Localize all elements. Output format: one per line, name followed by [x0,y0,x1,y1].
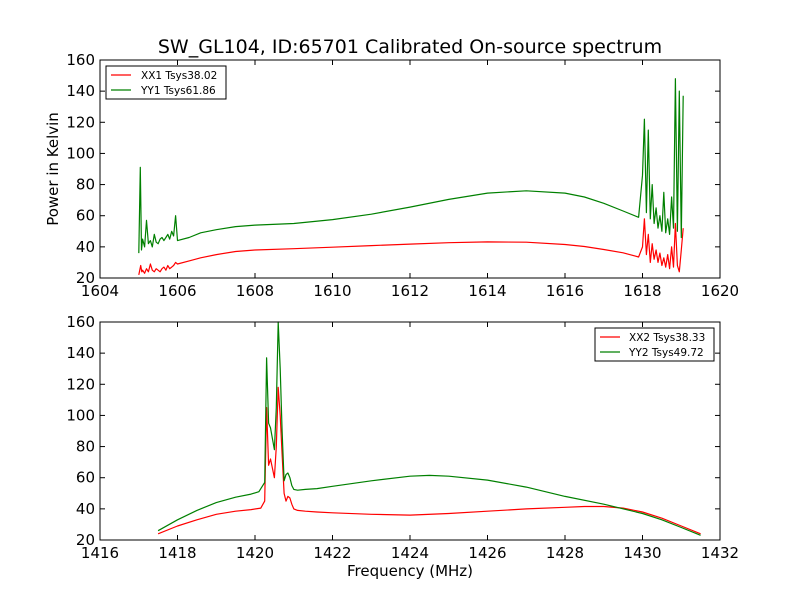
top-y-tick-label: 140 [66,82,95,100]
bottom-y-tick-label: 140 [66,344,95,362]
top-legend-label-xx1: XX1 Tsys38.02 [141,70,217,82]
bottom-ticks-layer: 1416 1418 1420 1422 1424 1426 1428 1430 1432 20 40… [66,313,739,562]
bottom-y-tick-label: 160 [66,313,95,331]
bottom-y-tick-label: 40 [76,500,95,518]
bottom-x-tick-label: 1420 [236,544,274,562]
bottom-x-tick-label: 1432 [701,544,739,562]
bottom-y-tick-label: 20 [76,531,95,549]
top-legend: XX1 Tsys38.02 YY1 Tsys61.86 [105,65,227,100]
bottom-legend: XX2 Tsys38.33 YY2 Tsys49.72 [594,327,715,362]
top-y-tick-label: 20 [76,269,95,287]
top-series-line-xx [138,218,684,276]
top-y-axis-label: Power in Kelvin [44,112,62,226]
top-x-tick-label: 1618 [623,282,661,300]
top-x-tick-label: 1610 [313,282,351,300]
bottom-legend-label-yy2: YY2 Tsys49.72 [628,347,704,359]
bottom-y-tick-label: 80 [76,438,95,456]
top-x-tick-label: 1606 [158,282,196,300]
bottom-series-layer [157,321,701,536]
bottom-x-tick-label: 1428 [546,544,584,562]
top-y-tick-label: 40 [76,238,95,256]
bottom-y-tick-label: 60 [76,469,95,487]
top-ticks-layer: 1604 1606 1608 1610 1612 1614 1616 1618 1620 20 40… [66,51,739,300]
top-x-tick-label: 1620 [701,282,739,300]
top-x-tick-label: 1612 [391,282,429,300]
bottom-x-tick-label: 1416 [81,544,119,562]
top-y-tick-label: 120 [66,113,95,131]
top-y-tick-label: 60 [76,207,95,225]
bottom-x-axis-label: Frequency (MHz) [347,562,473,580]
top-series-line-yy [138,78,684,254]
bottom-series-line-yy [157,321,701,536]
bottom-x-tick-label: 1424 [391,544,429,562]
bottom-legend-box [594,327,715,362]
top-series-layer [138,78,684,276]
top-subplot: SW_GL104, ID:65701 Calibrated On-source … [44,36,739,300]
top-x-tick-label: 1604 [81,282,119,300]
bottom-x-tick-label: 1426 [468,544,506,562]
top-chart-title: SW_GL104, ID:65701 Calibrated On-source … [158,36,662,58]
top-y-tick-label: 160 [66,51,95,69]
top-legend-box [105,65,227,100]
bottom-x-tick-label: 1422 [313,544,351,562]
bottom-y-tick-label: 120 [66,375,95,393]
bottom-x-tick-label: 1430 [623,544,661,562]
top-y-tick-label: 80 [76,176,95,194]
bottom-legend-label-xx2: XX2 Tsys38.33 [629,332,705,344]
bottom-series-line-xx [157,386,701,535]
top-x-tick-label: 1608 [236,282,274,300]
top-x-tick-label: 1616 [546,282,584,300]
top-legend-label-yy1: YY1 Tsys61.86 [140,85,216,97]
bottom-subplot: Frequency (MHz) 1416 1418 1420 1422 1424 1426… [66,313,739,580]
bottom-x-tick-label: 1418 [158,544,196,562]
top-y-tick-label: 100 [66,144,95,162]
top-x-tick-label: 1614 [468,282,506,300]
bottom-y-tick-label: 100 [66,406,95,424]
